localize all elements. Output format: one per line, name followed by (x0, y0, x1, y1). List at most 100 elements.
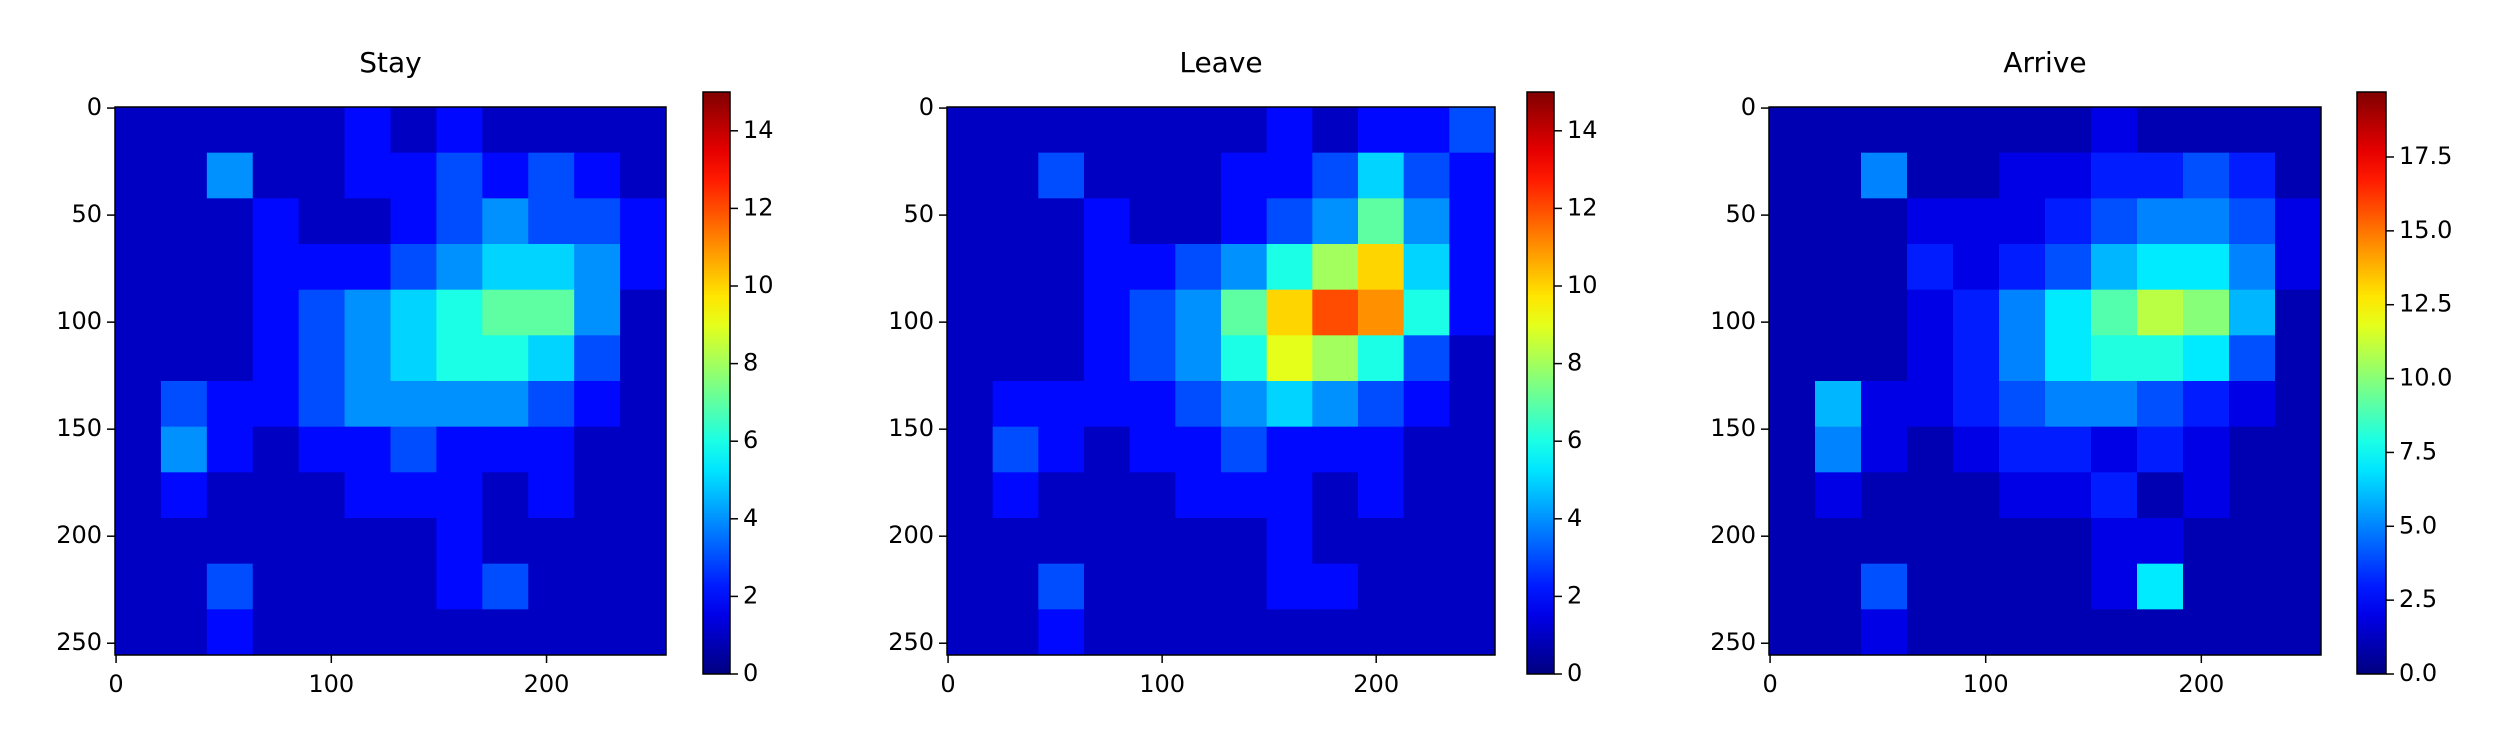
heatmap-cell (574, 152, 621, 199)
heatmap-cell (206, 472, 254, 519)
heatmap-cell (1312, 426, 1359, 473)
heatmap-cell (1907, 107, 1954, 154)
heatmap-cell (2275, 426, 2322, 473)
heatmap-cell (992, 107, 1039, 154)
heatmap-cell (344, 381, 391, 428)
heatmap-cell (1129, 244, 1176, 291)
heatmap-cell (1358, 518, 1405, 565)
heatmap-cell (528, 518, 575, 565)
heatmap-cell (947, 518, 994, 565)
y-tick-label: 50 (903, 200, 934, 228)
heatmap-cell (1815, 518, 1862, 565)
heatmap-cell (2091, 426, 2138, 473)
heatmap-cell (992, 244, 1039, 291)
heatmap-cell (1907, 152, 1954, 199)
heatmap-cell (2045, 335, 2092, 382)
heatmap-cell (1999, 289, 2046, 336)
heatmap-cell (947, 244, 994, 291)
heatmap-cell (1953, 107, 2000, 154)
heatmap-cell (992, 289, 1039, 336)
heatmap-cell (1358, 609, 1405, 656)
heatmap-cell (1038, 335, 1085, 382)
heatmap-cell (1449, 563, 1496, 610)
heatmap-cell (1769, 198, 1816, 245)
heatmap-cell (947, 152, 994, 199)
heatmap-cell (2137, 518, 2184, 565)
heatmap-cell (160, 244, 208, 291)
heatmap-cell (1129, 107, 1176, 154)
heatmap-cell (574, 609, 621, 656)
y-tick-label: 100 (888, 307, 934, 335)
heatmap-cell (2275, 518, 2322, 565)
heatmap-cell (1358, 472, 1405, 519)
heatmap-cell (1449, 152, 1496, 199)
heatmap-cell (1038, 426, 1085, 473)
colorbar-tick-label: 14 (1567, 116, 1598, 144)
axes-frame (1768, 106, 2322, 656)
x-tick-label: 200 (524, 670, 570, 698)
heatmap-cell (1175, 472, 1222, 519)
heatmap-cell (2275, 244, 2322, 291)
heatmap-cell (1266, 335, 1313, 382)
heatmap-cell (1449, 381, 1496, 428)
heatmap-cell (436, 244, 483, 291)
heatmap-cell (2275, 609, 2322, 656)
panel-title: Stay (359, 46, 421, 79)
heatmap-cell (528, 152, 575, 199)
heatmap-cell (1358, 244, 1405, 291)
heatmap-cell (1861, 381, 1908, 428)
heatmap-cell (1403, 244, 1450, 291)
heatmap-cell (2045, 472, 2092, 519)
heatmap-cell (1175, 563, 1222, 610)
heatmap-cell (528, 335, 575, 382)
heatmap-cell (1358, 152, 1405, 199)
heatmap-cell (620, 198, 667, 245)
heatmap-cell (2183, 335, 2230, 382)
heatmap-cell (1129, 198, 1176, 245)
heatmap-cell (947, 381, 994, 428)
y-tick-label: 150 (56, 414, 102, 442)
heatmap-cell (1038, 609, 1085, 656)
heatmap-cell (1266, 563, 1313, 610)
heatmap-cell (1815, 289, 1862, 336)
heatmap-cell (206, 244, 254, 291)
heatmap-cell (2183, 563, 2230, 610)
y-tick-label: 150 (888, 414, 934, 442)
heatmap-cell (1861, 518, 1908, 565)
heatmap-cell (206, 107, 254, 154)
heatmap-cell (1038, 107, 1085, 154)
colorbar-tick-label: 14 (743, 116, 774, 144)
heatmap-cell (2275, 563, 2322, 610)
colorbar-tick-label: 7.5 (2399, 437, 2437, 465)
heatmap-cell (115, 381, 162, 428)
colorbar-tick-label: 15.0 (2399, 216, 2452, 244)
heatmap-cell (2137, 472, 2184, 519)
heatmap-cell (1266, 381, 1313, 428)
heatmap-cell (1038, 381, 1085, 428)
x-tick-label: 100 (1963, 670, 2009, 698)
heatmap-cell (1129, 381, 1176, 428)
colorbar-tick-label: 10 (743, 271, 774, 299)
heatmap-cell (1907, 563, 1954, 610)
heatmap-cell (436, 381, 483, 428)
heatmap-cell (1312, 563, 1359, 610)
heatmap-cell (1266, 198, 1313, 245)
heatmap-cell (1221, 152, 1268, 199)
heatmap-cell (1403, 563, 1450, 610)
heatmap-cell (1312, 472, 1359, 519)
heatmap-cell (1266, 289, 1313, 336)
heatmap-cell (1999, 426, 2046, 473)
y-tick-label: 50 (1725, 200, 1756, 228)
heatmap-cell (1175, 381, 1222, 428)
heatmap-cell (1129, 518, 1176, 565)
heatmap-cell (1084, 563, 1131, 610)
heatmap-cell (2137, 289, 2184, 336)
heatmap-cell (115, 198, 162, 245)
heatmap-cell (252, 563, 300, 610)
heatmap-cell (1815, 472, 1862, 519)
heatmap-cell (1175, 198, 1222, 245)
heatmap-cell (482, 244, 529, 291)
colorbar-tick-label: 8 (743, 349, 758, 377)
heatmap-cell (115, 152, 162, 199)
colorbar-tick-label: 6 (743, 426, 758, 454)
